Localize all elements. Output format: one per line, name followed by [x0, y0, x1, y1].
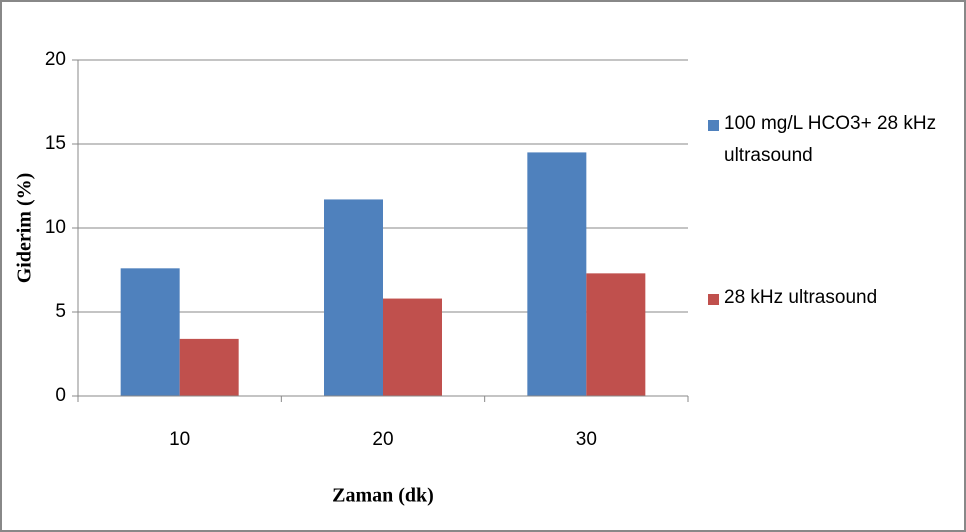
- legend-label: 100 mg/L HCO3+ 28 kHz ultrasound: [724, 113, 937, 166]
- bar: [120, 268, 180, 396]
- y-tick-label: 20: [45, 49, 66, 70]
- x-axis-title: Zaman (dk): [332, 485, 434, 507]
- x-tick-label: 10: [169, 429, 190, 450]
- y-tick-label: 10: [45, 217, 66, 238]
- legend-swatch: [708, 294, 719, 305]
- y-axis-title: Giderim (%): [14, 173, 36, 284]
- y-tick-label: 0: [55, 385, 66, 406]
- legend-label: 28 kHz ultrasound: [724, 287, 878, 308]
- bar: [179, 338, 239, 396]
- bar: [586, 273, 646, 396]
- bar: [324, 199, 383, 396]
- bar: [383, 298, 442, 396]
- legend-swatch: [708, 120, 719, 131]
- y-tick-label: 15: [45, 133, 66, 154]
- y-tick-label: 5: [55, 301, 66, 322]
- x-tick-label: 30: [576, 429, 597, 450]
- bar: [527, 152, 587, 396]
- x-tick-label: 20: [372, 429, 393, 450]
